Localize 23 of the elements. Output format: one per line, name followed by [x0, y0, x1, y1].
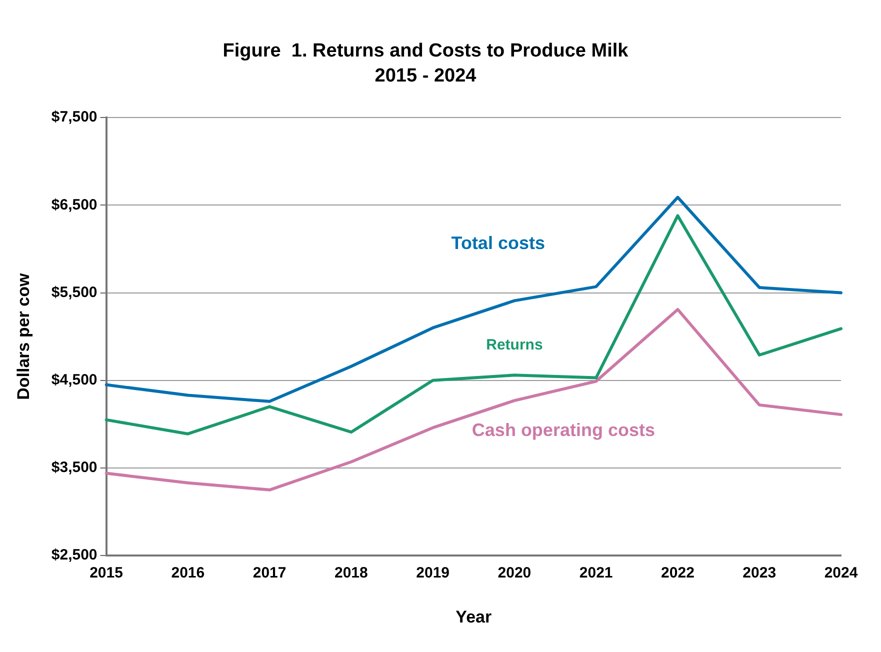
x-tick-label: 2016 — [171, 564, 205, 582]
x-tick-label: 2017 — [252, 564, 286, 582]
y-axis-title: Dollars per cow — [14, 272, 33, 400]
y-tick-label: $3,500 — [51, 459, 98, 476]
x-tick-label: 2024 — [824, 564, 858, 582]
x-tick-label: 2022 — [661, 564, 694, 582]
y-tick-label: $6,500 — [51, 196, 98, 214]
x-tick-label: 2018 — [334, 564, 368, 582]
series-label: Cash operating costs — [472, 420, 655, 440]
y-tick-label: $5,500 — [51, 284, 98, 301]
x-tick-label: 2021 — [579, 564, 613, 582]
series-label: Returns — [486, 336, 543, 354]
x-tick-label: 2015 — [90, 564, 123, 582]
chart-subtitle: 2015 - 2024 — [374, 65, 477, 86]
x-axis-title: Year — [456, 607, 492, 626]
chart-title: Figure 1. Returns and Costs to Produce Milk — [222, 40, 629, 62]
y-tick-label: $4,500 — [51, 372, 98, 389]
x-tick-label: 2023 — [742, 564, 776, 582]
x-tick-label: 2019 — [416, 564, 450, 582]
x-tick-label: 2020 — [498, 564, 532, 582]
y-tick-label: $2,500 — [51, 546, 98, 564]
y-tick-label: $7,500 — [51, 108, 98, 126]
text: Total costs — [451, 233, 545, 254]
